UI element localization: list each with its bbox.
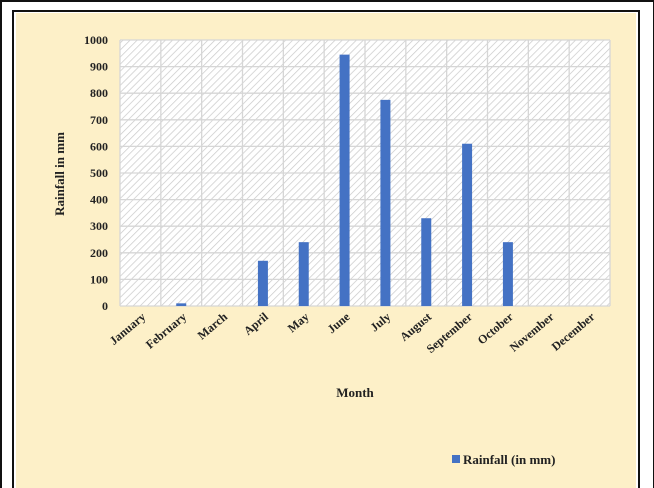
- x-tick-label: April: [241, 309, 271, 338]
- x-axis-label: Month: [336, 385, 374, 400]
- bar-september: [462, 143, 473, 306]
- y-tick-label: 700: [90, 113, 108, 127]
- y-tick-label: 0: [102, 299, 108, 313]
- x-tick-label: December: [549, 309, 598, 354]
- y-tick-label: 300: [90, 219, 108, 233]
- bar-february: [176, 303, 187, 306]
- y-tick-label: 900: [90, 60, 108, 74]
- y-tick-label: 600: [90, 139, 108, 153]
- gridlines: [119, 39, 611, 307]
- y-tick-label: 1000: [84, 33, 108, 47]
- legend-swatch: [452, 455, 460, 463]
- bar-july: [380, 99, 391, 306]
- x-tick-label: September: [424, 309, 476, 356]
- bar-may: [298, 242, 309, 306]
- bar-august: [421, 218, 432, 306]
- x-tick-label: January: [107, 310, 149, 348]
- bar-october: [502, 242, 513, 306]
- x-tick-label: June: [325, 309, 353, 336]
- bars: [176, 54, 513, 306]
- y-tick-label: 100: [90, 272, 108, 286]
- y-tick-label: 800: [90, 86, 108, 100]
- bar-april: [257, 260, 268, 306]
- x-tick-label: February: [143, 310, 189, 352]
- inner-frame: [12, 10, 640, 488]
- legend-label: Rainfall (in mm): [463, 452, 555, 467]
- x-tick-label: July: [367, 310, 393, 335]
- y-tick-label: 200: [90, 246, 108, 260]
- bar-june: [339, 54, 350, 306]
- x-tick-label: March: [195, 309, 231, 342]
- x-tick-label: May: [285, 310, 312, 336]
- y-axis-label: Rainfall in mm: [52, 132, 67, 216]
- x-tick-label: August: [397, 310, 434, 344]
- y-tick-labels: 0 100 200 300 400 500 600 700 800 900 1000: [84, 33, 108, 313]
- legend: Rainfall (in mm): [452, 452, 555, 467]
- y-tick-label: 400: [90, 193, 108, 207]
- y-tick-label: 500: [90, 166, 108, 180]
- x-tick-label: November: [507, 309, 557, 354]
